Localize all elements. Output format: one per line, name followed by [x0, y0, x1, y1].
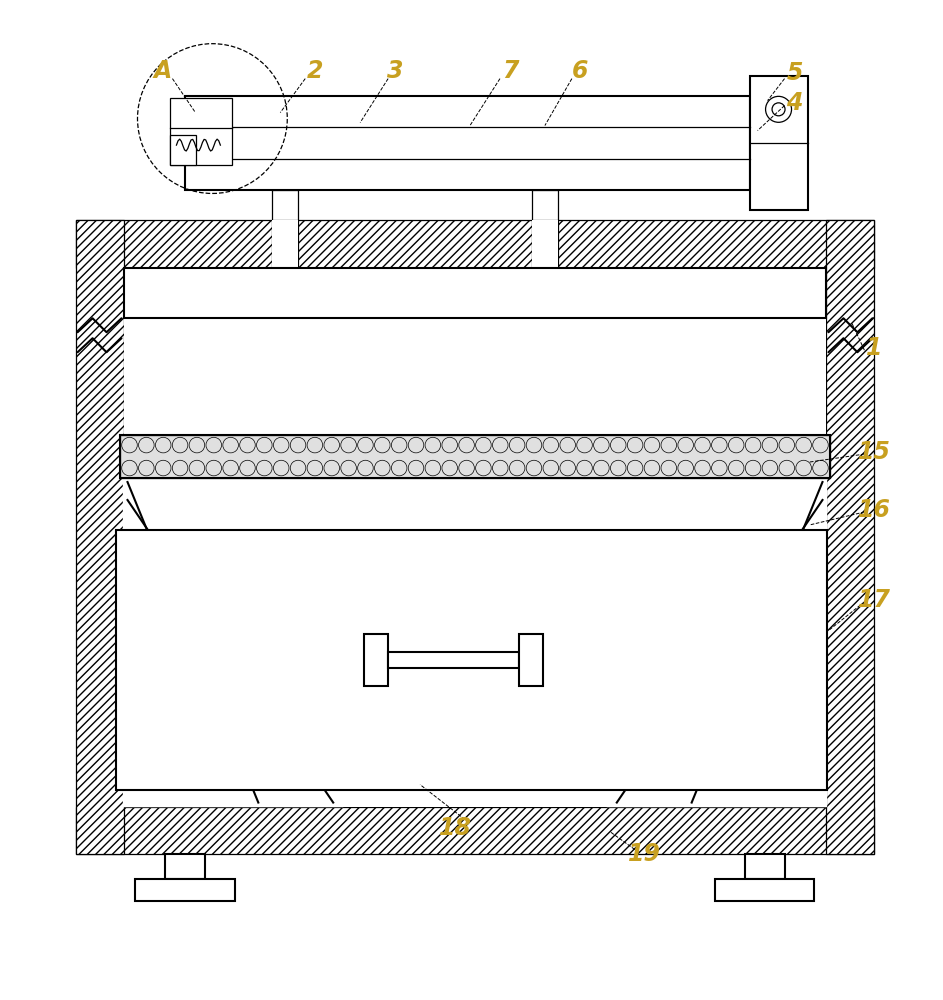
Text: 17: 17	[858, 588, 891, 612]
Bar	[124, 268, 826, 318]
Bar	[364, 634, 388, 686]
Text: 1: 1	[867, 336, 883, 360]
Bar	[273, 220, 298, 268]
Text: 5: 5	[786, 61, 802, 85]
Bar	[826, 220, 874, 854]
Text: 18: 18	[438, 816, 472, 840]
Bar	[75, 220, 124, 854]
Bar	[388, 652, 520, 668]
Bar	[124, 268, 826, 807]
Polygon shape	[124, 478, 343, 807]
Text: 6: 6	[571, 59, 588, 83]
Text: 2: 2	[307, 59, 323, 83]
Polygon shape	[606, 478, 826, 807]
Text: 3: 3	[387, 59, 404, 83]
Bar	[532, 220, 558, 268]
Text: 15: 15	[858, 440, 891, 464]
Bar	[120, 435, 831, 478]
Bar	[745, 854, 785, 879]
Text: 4: 4	[786, 91, 802, 115]
Bar	[171, 135, 196, 165]
Text: 16: 16	[858, 498, 891, 522]
Bar	[520, 634, 543, 686]
Text: A: A	[154, 59, 172, 83]
Text: 19: 19	[628, 842, 661, 866]
Bar	[75, 220, 874, 268]
Bar	[186, 96, 750, 190]
Bar	[750, 76, 807, 210]
Bar	[136, 879, 236, 901]
Bar	[116, 530, 827, 790]
Bar	[715, 879, 815, 901]
Bar	[165, 854, 206, 879]
Bar	[120, 435, 831, 478]
Bar	[171, 98, 232, 165]
Text: 7: 7	[502, 59, 519, 83]
Bar	[75, 807, 874, 854]
